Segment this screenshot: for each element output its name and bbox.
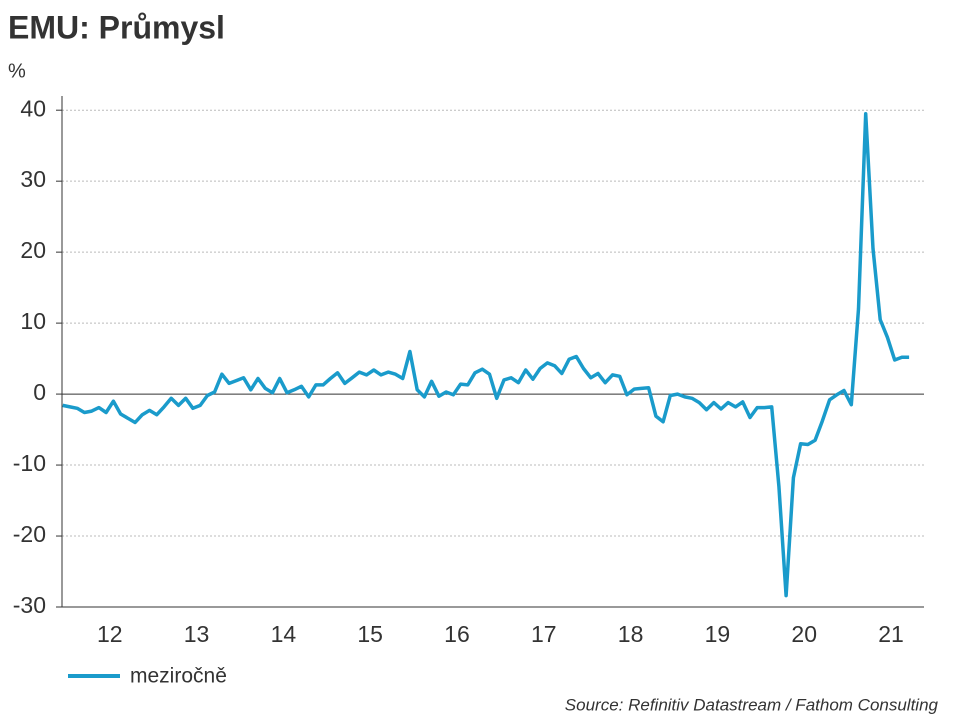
y-tick-label: 30 bbox=[20, 166, 46, 192]
x-tick-label: 21 bbox=[878, 621, 904, 647]
y-tick-label: 20 bbox=[20, 237, 46, 263]
y-tick-label: 0 bbox=[33, 379, 46, 405]
x-tick-label: 18 bbox=[618, 621, 644, 647]
x-tick-label: 19 bbox=[705, 621, 731, 647]
x-tick-label: 16 bbox=[444, 621, 470, 647]
y-tick-label: 10 bbox=[20, 308, 46, 334]
legend-label: meziročně bbox=[130, 665, 227, 688]
source: Source: Refinitiv Datastream / Fathom Co… bbox=[565, 695, 939, 714]
x-tick-label: 15 bbox=[357, 621, 383, 647]
y-tick-label: 40 bbox=[20, 95, 46, 121]
x-tick-label: 12 bbox=[97, 621, 123, 647]
y-tick-label: -10 bbox=[13, 450, 46, 476]
x-tick-label: 20 bbox=[791, 621, 817, 647]
data-line bbox=[62, 111, 910, 598]
chart-title: EMU: Průmysl bbox=[8, 9, 225, 45]
y-tick-label: -20 bbox=[13, 521, 46, 547]
y-unit: % bbox=[8, 60, 26, 82]
x-tick-label: 17 bbox=[531, 621, 557, 647]
y-tick-label: -30 bbox=[13, 592, 46, 618]
x-tick-label: 14 bbox=[271, 621, 297, 647]
x-tick-label: 13 bbox=[184, 621, 210, 647]
